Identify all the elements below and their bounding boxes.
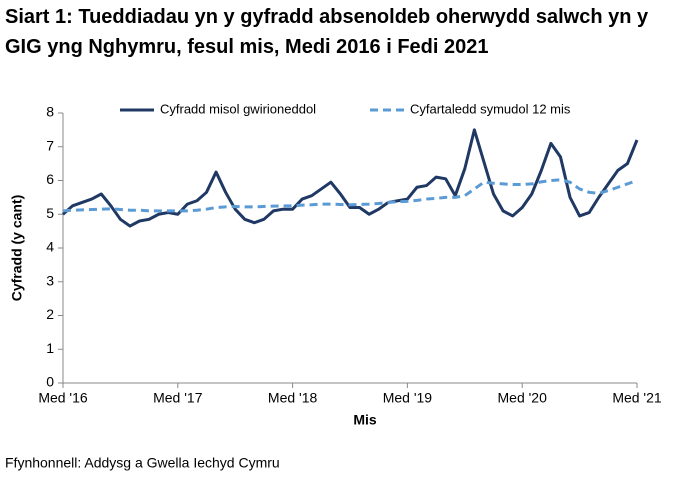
chart-title: Siart 1: Tueddiadau yn y gyfradd absenol…: [5, 6, 649, 58]
series-line: [62, 128, 639, 228]
legend-label: Cyfradd misol gwirioneddol: [160, 101, 316, 116]
y-tick-label: 0: [46, 374, 54, 390]
y-tick-label: 5: [46, 205, 54, 221]
series-line: [62, 178, 638, 213]
x-tick-label: Med '16: [38, 390, 88, 406]
legend-label: Cyfartaledd symudol 12 mis: [410, 101, 571, 116]
y-tick-label: 8: [46, 104, 54, 120]
x-axis-label: Mis: [353, 412, 377, 428]
y-tick-label: 7: [46, 137, 54, 153]
y-axis-label: Cyfradd (y cant): [9, 195, 25, 302]
x-tick-label: Med '17: [153, 390, 203, 406]
source: Ffynhonnell: Addysg a Gwella Iechyd Cymr…: [5, 455, 280, 471]
y-tick-label: 4: [46, 239, 54, 255]
y-tick-label: 2: [46, 306, 54, 322]
x-tick-label: Med '19: [383, 390, 433, 406]
y-tick-label: 1: [46, 340, 54, 356]
y-tick-label: 3: [46, 272, 54, 288]
x-tick-label: Med '20: [498, 390, 548, 406]
x-tick-label: Med '21: [612, 390, 662, 406]
y-tick-label: 6: [46, 171, 54, 187]
x-tick-label: Med '18: [268, 390, 318, 406]
